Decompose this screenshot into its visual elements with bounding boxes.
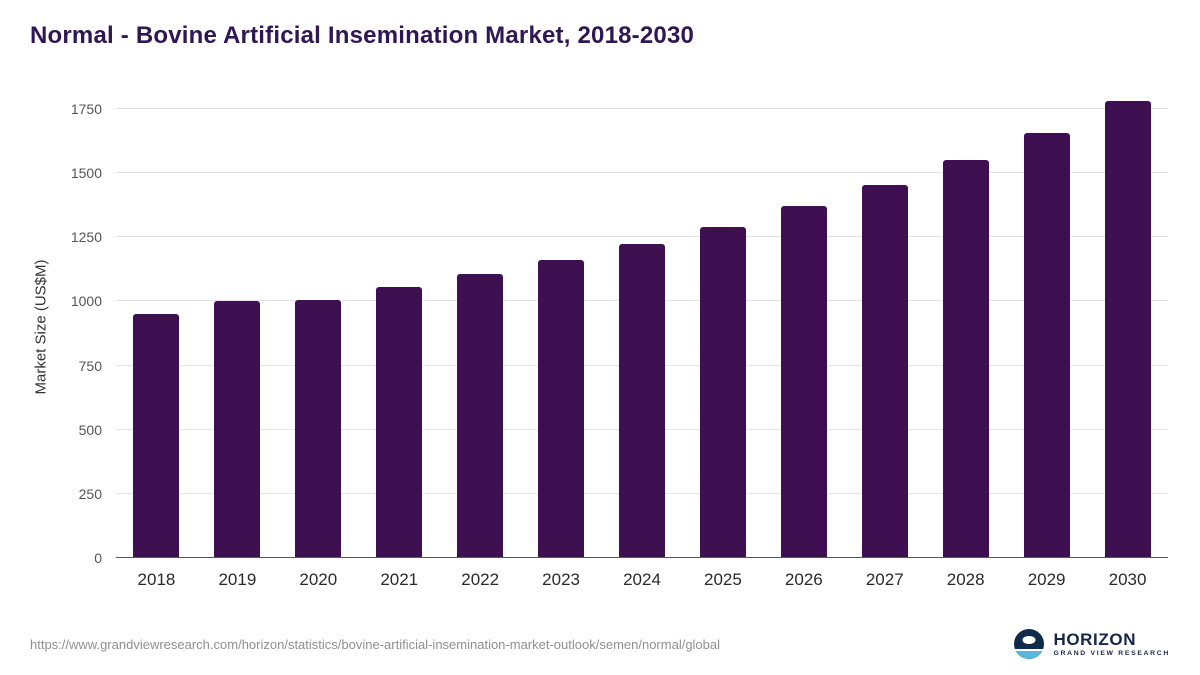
logo-brand: HORIZON — [1053, 630, 1137, 650]
x-tick-label-2018: 2018 — [137, 570, 176, 589]
x-tick-label-2027: 2027 — [865, 570, 904, 589]
bar-2030 — [1104, 101, 1151, 558]
bar-chart: Market Size (US$M) 0 250 500 750 1000 1250 150… — [28, 96, 1168, 590]
x-tick-label-2024: 2024 — [623, 570, 661, 589]
bar-column-2019 — [197, 96, 278, 558]
plot-area — [116, 96, 1168, 558]
logo-sun-icon — [1022, 636, 1036, 644]
logo-tagline: GRAND VIEW RESEARCH — [1053, 649, 1170, 657]
x-axis-line — [116, 557, 1168, 558]
x-tick-label-2020: 2020 — [299, 570, 338, 589]
bar-column-2030 — [1087, 96, 1168, 558]
x-tick-label-2030: 2030 — [1108, 570, 1147, 589]
bar-column-2021 — [359, 96, 440, 558]
logo-wave-icon — [1014, 651, 1045, 659]
y-axis-title-cell: Market Size (US$M) — [28, 96, 54, 558]
x-tick-label-2019: 2019 — [218, 570, 257, 589]
bar-2019 — [214, 301, 261, 558]
x-tick-label-2021: 2021 — [380, 570, 419, 589]
footer: https://www.grandviewresearch.com/horizo… — [30, 629, 1170, 659]
y-tick-label-0: 0 — [94, 550, 102, 566]
bar-2026 — [780, 206, 827, 558]
gridline — [116, 107, 1168, 109]
bars — [116, 96, 1168, 558]
y-tick-label-1250: 1250 — [70, 229, 102, 246]
gridline — [116, 172, 1168, 173]
y-axis-title: Market Size (US$M) — [32, 259, 50, 395]
x-tick-label-2025: 2025 — [704, 570, 742, 589]
page-title: Normal - Bovine Artificial Insemination … — [30, 22, 695, 49]
x-tick-label-2029: 2029 — [1027, 570, 1066, 589]
bar-2020 — [295, 300, 342, 558]
x-axis-labels: 2018 2019 2020 2021 2022 2023 2024 2025 2026 2027… — [116, 570, 1168, 590]
y-tick-label-1000: 1000 — [70, 293, 102, 310]
bar-column-2029 — [1006, 96, 1087, 558]
horizon-logo: HORIZON GRAND VIEW RESEARCH — [1014, 629, 1170, 659]
y-tick-label-500: 500 — [78, 421, 102, 438]
bar-2023 — [538, 260, 585, 558]
bar-column-2026 — [763, 96, 844, 558]
bar-2025 — [699, 226, 746, 558]
bar-2024 — [618, 243, 665, 558]
bar-2021 — [376, 287, 423, 558]
y-axis-ticks: 0 250 500 750 1000 1250 1500 1750 — [54, 96, 116, 566]
bar-column-2023 — [521, 96, 602, 558]
bar-2027 — [861, 184, 908, 558]
y-tick-label-1750: 1750 — [70, 100, 102, 117]
bar-2022 — [457, 274, 504, 558]
bar-column-2020 — [278, 96, 359, 558]
horizon-logo-icon — [1014, 629, 1045, 659]
bar-column-2018 — [116, 96, 197, 558]
bar-column-2028 — [925, 96, 1006, 558]
bar-column-2025 — [682, 96, 763, 558]
bar-column-2027 — [844, 96, 925, 558]
y-tick-label-250: 250 — [78, 485, 102, 502]
x-tick-label-2026: 2026 — [784, 570, 823, 589]
x-tick-label-2022: 2022 — [461, 570, 500, 589]
gridline — [116, 236, 1168, 238]
y-tick-label-750: 750 — [78, 357, 102, 374]
x-tick-label-2023: 2023 — [542, 570, 580, 589]
logo-horizon-line-icon — [1014, 649, 1045, 651]
bar-2028 — [942, 160, 989, 558]
x-tick-label-2028: 2028 — [946, 570, 985, 589]
bar-column-2024 — [602, 96, 683, 558]
logo-text: HORIZON GRAND VIEW RESEARCH — [1053, 630, 1170, 657]
bar-column-2022 — [440, 96, 521, 558]
y-tick-label-1500: 1500 — [70, 165, 102, 181]
bar-2029 — [1023, 133, 1070, 558]
source-url: https://www.grandviewresearch.com/horizo… — [30, 636, 721, 652]
bar-2018 — [133, 314, 180, 558]
